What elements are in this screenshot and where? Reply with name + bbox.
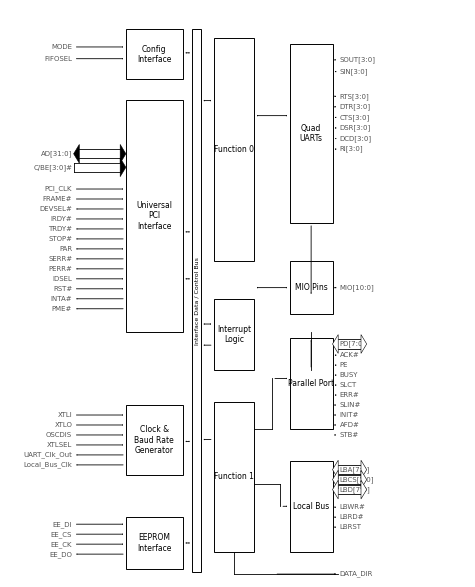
Bar xyxy=(290,44,332,223)
Polygon shape xyxy=(332,460,338,479)
Text: Quad
UARTs: Quad UARTs xyxy=(300,124,323,143)
Text: LBD[7:0]: LBD[7:0] xyxy=(340,486,370,493)
Text: ACK#: ACK# xyxy=(340,352,360,358)
Text: SIN[3:0]: SIN[3:0] xyxy=(340,68,368,75)
Text: BUSY: BUSY xyxy=(340,372,358,378)
Text: MODE: MODE xyxy=(51,44,72,50)
Text: ERR#: ERR# xyxy=(340,392,360,398)
Bar xyxy=(214,38,254,261)
Polygon shape xyxy=(332,480,338,499)
Text: MIO[10:0]: MIO[10:0] xyxy=(340,284,374,291)
Text: TRDY#: TRDY# xyxy=(48,226,72,232)
Polygon shape xyxy=(74,144,79,163)
Text: Interface Data / Control Bus: Interface Data / Control Bus xyxy=(194,257,199,345)
Text: INTA#: INTA# xyxy=(50,296,72,302)
Polygon shape xyxy=(120,158,126,177)
Text: Interrupt
Logic: Interrupt Logic xyxy=(217,325,251,345)
Text: EE_CS: EE_CS xyxy=(51,531,72,538)
Text: SLIN#: SLIN# xyxy=(340,402,361,408)
Text: AD[31:0]: AD[31:0] xyxy=(41,150,72,157)
Text: STOP#: STOP# xyxy=(48,236,72,242)
Text: RTS[3:0]: RTS[3:0] xyxy=(340,93,370,100)
Text: PD[7:0]: PD[7:0] xyxy=(340,340,366,348)
Text: XTLI: XTLI xyxy=(57,412,72,418)
Text: EE_DI: EE_DI xyxy=(53,521,72,528)
Bar xyxy=(126,100,183,332)
Text: MIO Pins: MIO Pins xyxy=(295,283,327,292)
Text: EE_DO: EE_DO xyxy=(49,551,72,558)
Text: FIFOSEL: FIFOSEL xyxy=(44,56,72,62)
Text: XTLSEL: XTLSEL xyxy=(47,442,72,448)
Text: PAR: PAR xyxy=(59,246,72,252)
Text: DSR[3:0]: DSR[3:0] xyxy=(340,124,371,131)
Bar xyxy=(290,461,332,552)
Text: Config
Interface: Config Interface xyxy=(137,45,171,64)
Text: Function 0: Function 0 xyxy=(214,145,254,154)
Text: DEVSEL#: DEVSEL# xyxy=(39,206,72,212)
Polygon shape xyxy=(361,460,367,479)
Text: DATA_DIR: DATA_DIR xyxy=(340,571,373,578)
Polygon shape xyxy=(120,144,126,163)
Text: PCI_CLK: PCI_CLK xyxy=(45,185,72,193)
Text: Parallel Port: Parallel Port xyxy=(288,379,334,387)
Text: Clock &
Baud Rate
Generator: Clock & Baud Rate Generator xyxy=(134,426,174,455)
Text: FRAME#: FRAME# xyxy=(43,196,72,202)
Bar xyxy=(192,29,201,572)
Text: Local_Bus_Clk: Local_Bus_Clk xyxy=(23,461,72,468)
Text: PERR#: PERR# xyxy=(48,266,72,272)
Text: DTR[3:0]: DTR[3:0] xyxy=(340,103,371,110)
Bar xyxy=(126,517,183,569)
Text: LBCS[3:0]: LBCS[3:0] xyxy=(340,476,374,483)
Polygon shape xyxy=(332,470,338,489)
Bar xyxy=(214,299,254,370)
Text: LBA[7:0]: LBA[7:0] xyxy=(340,466,370,473)
Text: SLCT: SLCT xyxy=(340,382,357,388)
Text: IDSEL: IDSEL xyxy=(52,276,72,282)
Text: IRDY#: IRDY# xyxy=(50,216,72,222)
Text: PME#: PME# xyxy=(52,306,72,312)
Text: SOUT[3:0]: SOUT[3:0] xyxy=(340,56,376,63)
Bar xyxy=(290,338,332,429)
Polygon shape xyxy=(361,480,367,499)
Text: DCD[3:0]: DCD[3:0] xyxy=(340,135,372,142)
Text: Function 1: Function 1 xyxy=(214,473,254,481)
Text: XTLO: XTLO xyxy=(54,422,72,428)
Bar xyxy=(214,402,254,552)
Text: LBWR#: LBWR# xyxy=(340,504,365,510)
Bar xyxy=(126,405,183,475)
Polygon shape xyxy=(361,335,367,353)
Bar xyxy=(126,29,183,79)
Polygon shape xyxy=(332,335,338,353)
Text: CTS[3:0]: CTS[3:0] xyxy=(340,114,370,121)
Text: Universal
PCI
Interface: Universal PCI Interface xyxy=(136,201,172,231)
Polygon shape xyxy=(361,470,367,489)
Text: EE_CK: EE_CK xyxy=(51,541,72,548)
Text: PE: PE xyxy=(340,362,348,368)
Text: RI[3:0]: RI[3:0] xyxy=(340,146,363,153)
Text: C/BE[3:0]#: C/BE[3:0]# xyxy=(33,164,72,171)
Text: LBRST: LBRST xyxy=(340,524,361,530)
Text: AFD#: AFD# xyxy=(340,422,360,428)
Text: OSCDIS: OSCDIS xyxy=(46,432,72,438)
Text: RST#: RST# xyxy=(53,286,72,292)
Text: UART_Clk_Out: UART_Clk_Out xyxy=(23,451,72,458)
Text: LBRD#: LBRD# xyxy=(340,514,364,520)
Bar xyxy=(290,261,332,314)
Text: INIT#: INIT# xyxy=(340,412,359,418)
Text: EEPROM
Interface: EEPROM Interface xyxy=(137,533,171,553)
Text: STB#: STB# xyxy=(340,432,359,438)
Text: SERR#: SERR# xyxy=(48,256,72,262)
Text: Local Bus: Local Bus xyxy=(293,502,329,511)
